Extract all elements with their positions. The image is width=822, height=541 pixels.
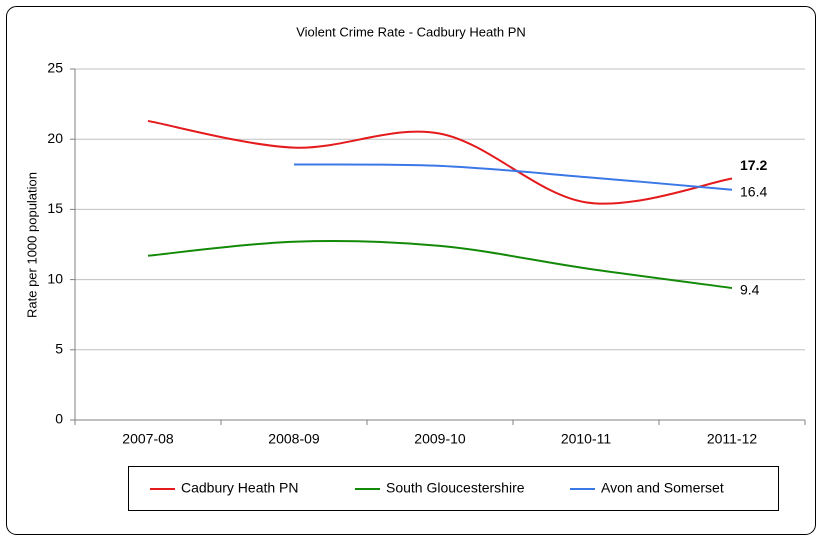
- legend-label: South Gloucestershire: [386, 480, 525, 496]
- line: [147, 240, 733, 290]
- x-tick-label: 2009-10: [414, 431, 466, 447]
- line: [147, 119, 733, 205]
- y-tick-label: 0: [55, 411, 63, 427]
- legend-label: Cadbury Heath PN: [181, 480, 299, 496]
- x-tick-label: 2010-11: [561, 431, 612, 447]
- x-tick-label: 2007-08: [122, 431, 174, 447]
- chart-title: Violent Crime Rate - Cadbury Heath PN: [296, 24, 526, 39]
- chart-border: [6, 6, 816, 535]
- x-tick-label: 2008-09: [268, 431, 320, 447]
- x-tick-label: 2011-12: [707, 431, 758, 447]
- y-tick-label: 20: [47, 130, 63, 146]
- legend-label: Avon and Somerset: [601, 480, 724, 496]
- y-tick-label: 15: [47, 200, 63, 216]
- legend-box: [128, 466, 779, 511]
- y-tick-label: 5: [55, 341, 63, 357]
- y-tick-label: 25: [47, 60, 63, 76]
- line: [293, 163, 733, 191]
- data-label: 9.4: [740, 282, 760, 298]
- y-axis-label: Rate per 1000 population: [24, 172, 39, 318]
- y-tick-label: 10: [47, 270, 63, 286]
- data-label: 16.4: [740, 183, 767, 199]
- data-label: 17.2: [740, 157, 767, 173]
